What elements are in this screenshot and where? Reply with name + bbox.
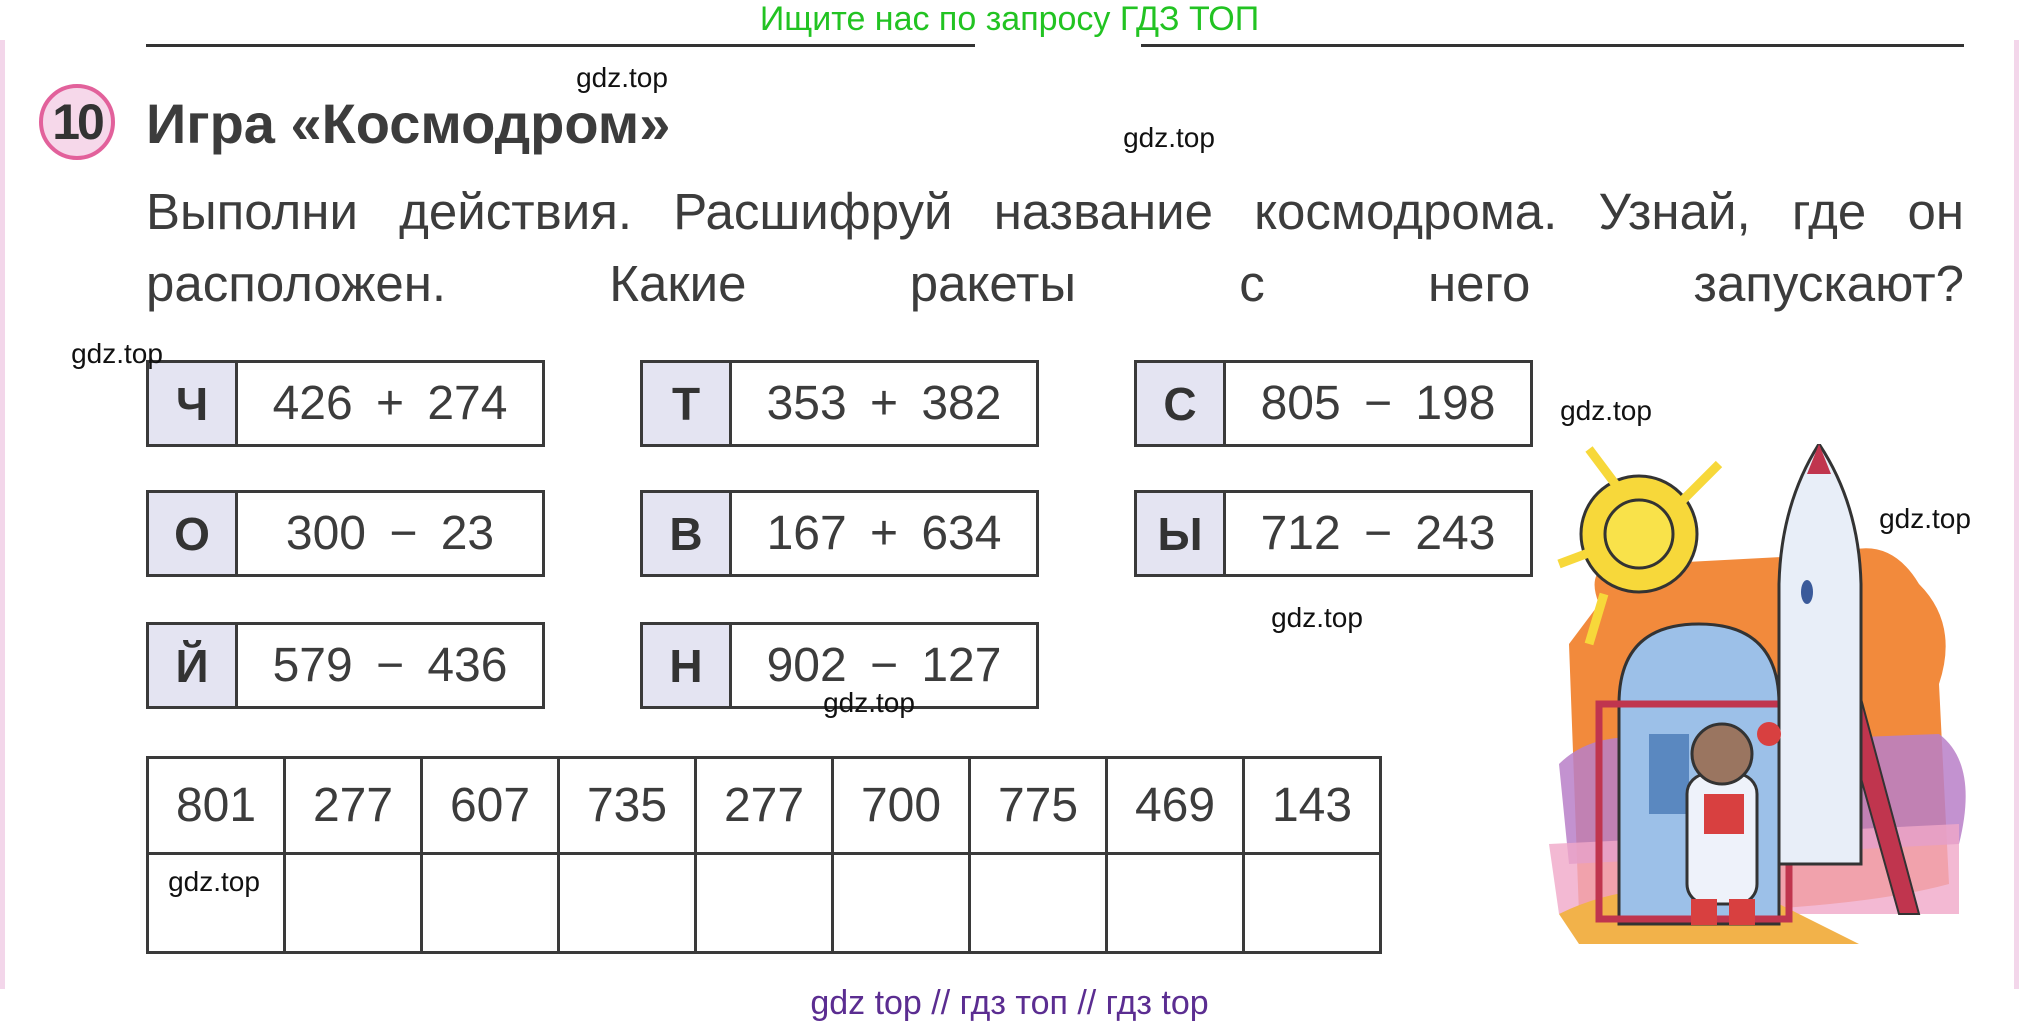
equation-card: О 300 − 23 [146, 490, 545, 577]
watermark-text: gdz.top [1560, 395, 1652, 426]
cipher-letter: Й [149, 625, 238, 706]
code-number-cell: 735 [557, 756, 697, 855]
astronaut-icon [1685, 722, 1781, 925]
equation-expression: 353 + 382 [766, 377, 1002, 430]
code-number-cell: 775 [968, 756, 1108, 855]
equation-expression: 426 + 274 [272, 377, 508, 430]
watermark-text: gdz.top [576, 62, 668, 93]
equation-expression: 712 − 243 [1260, 507, 1496, 560]
answer-cell[interactable] [146, 852, 286, 954]
watermark-text: gdz.top [823, 687, 915, 718]
code-numbers-row: 801 277 607 735 277 700 775 469 143 [146, 756, 1382, 855]
watermark-text: gdz.top [1271, 602, 1363, 633]
equation-card: В 167 + 634 [640, 490, 1039, 577]
code-answers-row [146, 852, 1382, 954]
page-edge-right [2014, 40, 2019, 989]
equation-card: Й 579 − 436 [146, 622, 545, 709]
answer-cell[interactable] [557, 852, 697, 954]
answer-cell[interactable] [420, 852, 560, 954]
code-number-cell: 700 [831, 756, 971, 855]
rocket-icon [1777, 444, 1863, 866]
exercise-title: Игра «Космодром» [146, 92, 671, 155]
code-number-cell: 277 [694, 756, 834, 855]
cipher-letter: Т [643, 363, 732, 444]
code-table: 801 277 607 735 277 700 775 469 143 [146, 756, 1382, 954]
equation-expression: 300 − 23 [285, 507, 495, 560]
divider-right [1141, 44, 1964, 47]
equation-card: С 805 − 198 [1134, 360, 1533, 447]
equation-card: Т 353 + 382 [640, 360, 1039, 447]
watermark-text: gdz.top [71, 338, 163, 369]
code-number-cell: 277 [283, 756, 423, 855]
watermark-text: gdz.top [168, 866, 260, 897]
code-number-cell: 143 [1242, 756, 1382, 855]
footer-note: gdz top // гдз топ // гдз top [810, 984, 1209, 1022]
watermark-text: gdz.top [1123, 122, 1215, 153]
exercise-instruction: Выполни действия. Расшифруй название кос… [146, 183, 1964, 312]
equation-expression: 579 − 436 [272, 639, 508, 692]
page-edge-left [0, 40, 5, 989]
cipher-letter: Н [643, 625, 732, 706]
equation-expression: 902 − 127 [766, 639, 1002, 692]
answer-cell[interactable] [968, 852, 1108, 954]
rocket-tip [1807, 444, 1831, 474]
cipher-letter: Ы [1137, 493, 1226, 574]
divider-left [146, 44, 975, 47]
cipher-letter: В [643, 493, 732, 574]
answer-cell[interactable] [1242, 852, 1382, 954]
building-window [1649, 734, 1689, 814]
answer-cell[interactable] [831, 852, 971, 954]
rocket-porthole [1801, 580, 1813, 604]
answer-cell[interactable] [1105, 852, 1245, 954]
exercise-number-badge: 10 [39, 84, 115, 160]
cipher-letter: Ч [149, 363, 238, 444]
cipher-letter: О [149, 493, 238, 574]
equation-card: Ч 426 + 274 [146, 360, 545, 447]
equation-expression: 805 − 198 [1260, 377, 1496, 430]
code-number-cell: 801 [146, 756, 286, 855]
code-number-cell: 469 [1105, 756, 1245, 855]
answer-cell[interactable] [283, 852, 423, 954]
cipher-letter: С [1137, 363, 1226, 444]
cosmodrome-illustration [1549, 444, 1966, 944]
header-note: Ищите нас по запросу ГДЗ ТОП [759, 0, 1260, 38]
equation-card: Н 902 − 127 [640, 622, 1039, 709]
equation-card: Ы 712 − 243 [1134, 490, 1533, 577]
sun-icon [1557, 446, 1723, 646]
equation-expression: 167 + 634 [766, 507, 1002, 560]
watermark-text: gdz.top [1879, 503, 1971, 534]
code-number-cell: 607 [420, 756, 560, 855]
answer-cell[interactable] [694, 852, 834, 954]
